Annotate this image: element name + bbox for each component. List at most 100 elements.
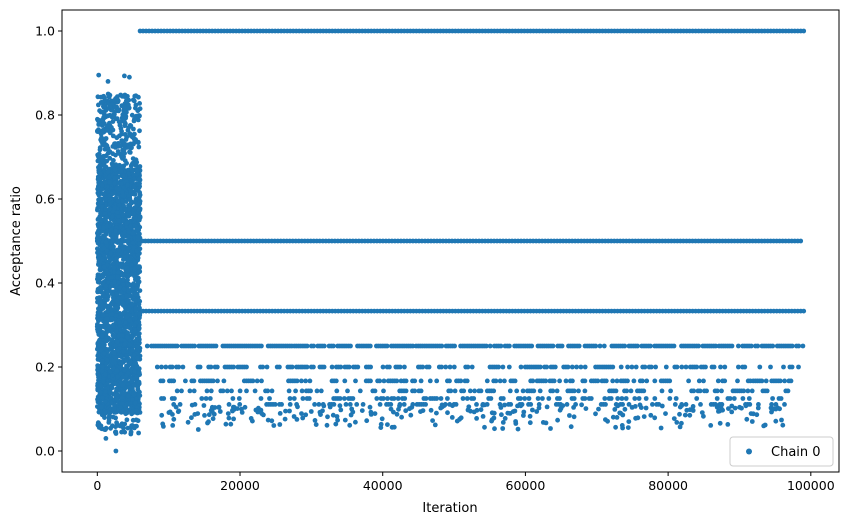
data-point [687, 412, 693, 418]
legend: Chain 0 [729, 436, 834, 467]
data-point [135, 264, 141, 270]
data-point [530, 378, 536, 384]
data-point [117, 361, 123, 366]
data-point [622, 406, 628, 412]
data-point [571, 396, 577, 401]
data-point [613, 424, 618, 430]
data-point [596, 406, 601, 412]
data-point [403, 388, 409, 394]
data-point [536, 405, 542, 411]
data-point [98, 196, 104, 202]
data-point [434, 410, 439, 416]
data-point [100, 117, 106, 123]
data-point [105, 79, 111, 84]
data-point [643, 396, 649, 401]
data-point [125, 102, 131, 108]
data-point [112, 279, 117, 285]
x-tick-label: 100000 [787, 478, 835, 493]
data-point [131, 392, 137, 398]
data-point [518, 403, 524, 409]
data-point [489, 418, 494, 424]
data-point [136, 200, 142, 206]
data-point [125, 182, 130, 188]
data-point [527, 413, 533, 419]
data-point [272, 402, 278, 407]
data-point [583, 406, 589, 411]
x-tick-label: 0 [93, 478, 101, 493]
data-point [337, 396, 343, 401]
data-point [372, 388, 378, 394]
data-point [304, 343, 310, 349]
data-point [466, 404, 472, 410]
data-point [778, 396, 784, 401]
data-point [117, 133, 122, 139]
data-point [134, 365, 139, 370]
data-point [527, 420, 533, 426]
data-point [632, 396, 638, 401]
data-point [622, 343, 628, 349]
data-point [126, 385, 132, 391]
data-point [137, 311, 143, 317]
data-point [120, 198, 125, 204]
data-point [300, 396, 306, 401]
data-point [133, 298, 139, 304]
data-point [129, 112, 135, 118]
data-point [311, 343, 316, 349]
data-point [244, 388, 249, 394]
data-point [159, 412, 165, 418]
data-point [342, 396, 347, 401]
data-point [625, 364, 630, 370]
data-point [287, 402, 293, 407]
data-point [601, 343, 607, 349]
data-point [94, 324, 100, 329]
data-point [478, 407, 484, 413]
data-point [502, 378, 507, 384]
data-point [115, 198, 121, 204]
data-point [170, 423, 176, 428]
data-point [118, 353, 123, 359]
data-point [749, 419, 755, 424]
data-point [99, 333, 105, 339]
data-point [101, 225, 106, 231]
data-point [565, 364, 571, 370]
data-point [337, 403, 343, 409]
data-point [122, 73, 127, 79]
data-point [224, 388, 230, 394]
data-point [128, 163, 134, 169]
data-point [123, 358, 129, 363]
data-point [106, 94, 112, 99]
data-point [121, 173, 126, 178]
data-point [264, 364, 270, 370]
data-point [574, 364, 579, 370]
data-point [317, 409, 323, 415]
data-point [133, 400, 138, 406]
data-point [126, 246, 132, 251]
data-point [321, 364, 327, 370]
data-point [637, 402, 643, 408]
data-point [112, 97, 117, 103]
data-point [529, 343, 535, 349]
data-point [492, 426, 497, 432]
data-point [588, 396, 594, 401]
data-point [120, 212, 126, 218]
data-point [135, 108, 141, 114]
data-point [648, 412, 654, 418]
data-point [102, 95, 107, 101]
data-point [540, 420, 546, 425]
data-point [698, 402, 703, 407]
data-point [134, 113, 139, 119]
data-point [216, 404, 222, 410]
data-point [331, 343, 336, 349]
data-point [380, 364, 386, 370]
data-point [177, 402, 183, 407]
data-point [112, 180, 117, 186]
data-point [563, 378, 569, 384]
data-point [100, 306, 106, 311]
data-point [722, 364, 728, 370]
data-point [668, 388, 673, 394]
data-point [123, 410, 128, 416]
data-point [464, 378, 470, 384]
data-point [372, 411, 378, 416]
data-point [230, 396, 236, 401]
data-point [571, 405, 576, 410]
